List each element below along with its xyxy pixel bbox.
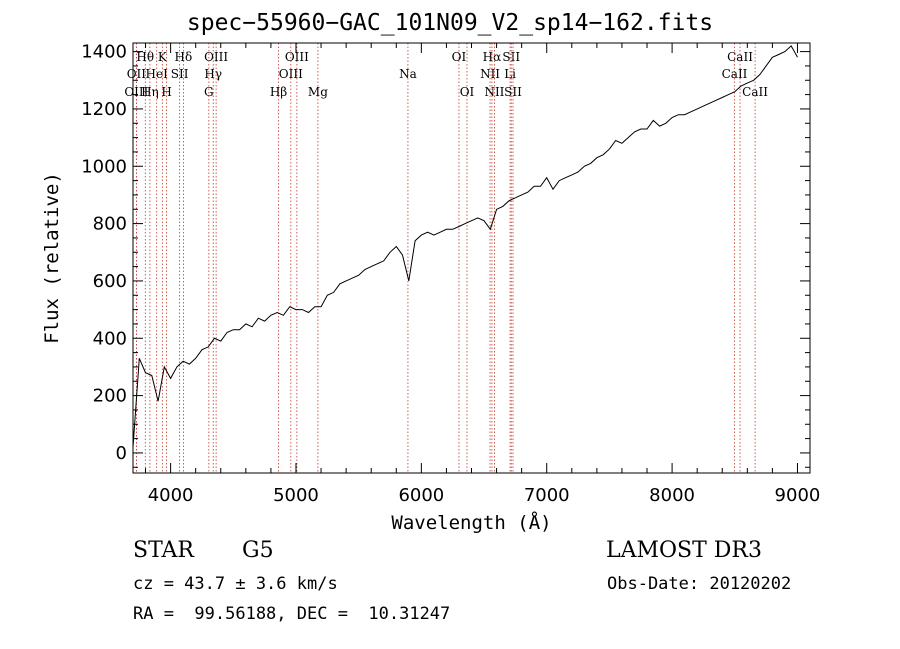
line-marker-label: OIII [285, 50, 309, 64]
x-axis-label: Wavelength (Å) [391, 511, 551, 534]
survey-name: LAMOST DR3 [606, 538, 762, 563]
y-tick-label: 200 [93, 386, 127, 407]
line-marker-label: Mg [308, 85, 328, 99]
x-tick-label: 6000 [398, 485, 444, 506]
line-marker-label: OI [452, 50, 467, 64]
object-class: STAR [133, 538, 194, 563]
line-marker-label: SII [502, 50, 520, 64]
line-marker-label: OIII [124, 85, 148, 99]
line-marker-label: Hβ [270, 85, 287, 99]
line-marker-label: CaII [742, 85, 768, 99]
line-marker-label: OIII [279, 67, 303, 81]
line-marker-label: SII [504, 85, 522, 99]
obs-date: Obs-Date: 20120202 [607, 574, 792, 594]
line-marker-label: Hγ [204, 67, 222, 81]
line-marker-label: Hδ [175, 50, 193, 64]
object-subclass: G5 [242, 538, 274, 563]
y-tick-label: 400 [93, 328, 127, 349]
y-tick-label: 600 [93, 271, 127, 292]
line-marker-label: G [204, 85, 214, 99]
redshift-value: cz = 43.7 ± 3.6 km/s [133, 574, 338, 594]
line-marker-label: OII [127, 67, 147, 81]
line-marker-label: K [158, 50, 168, 64]
x-tick-label: 7000 [524, 485, 570, 506]
line-marker-label: OIII [204, 50, 228, 64]
spectrum-line [132, 45, 798, 448]
y-axis-ticks: 0 200 400 600 800 1000 1200 1400 [81, 42, 810, 468]
x-tick-label: 4000 [148, 485, 194, 506]
x-tick-label: 8000 [649, 485, 695, 506]
line-marker-label: H [161, 85, 171, 99]
y-tick-label: 0 [116, 443, 127, 464]
line-marker-label: CaII [727, 50, 753, 64]
line-marker-label: Hη [141, 85, 159, 99]
line-marker-label: HeI [146, 67, 169, 81]
line-marker-label: SII [171, 67, 189, 81]
y-tick-label: 1200 [81, 99, 127, 120]
line-marker-label: CaII [722, 67, 748, 81]
line-marker-label: Na [399, 67, 417, 81]
y-axis-label: Flux (relative) [41, 172, 63, 344]
x-axis-ticks: 4000 5000 6000 7000 8000 9000 [145, 43, 821, 506]
line-marker-label: NII [484, 85, 504, 99]
x-tick-label: 5000 [273, 485, 319, 506]
x-tick-label: 9000 [775, 485, 821, 506]
line-marker-label: OI [460, 85, 475, 99]
y-tick-label: 1000 [81, 156, 127, 177]
plot-frame [132, 42, 811, 474]
coordinates: RA = 99.56188, DEC = 10.31247 [133, 604, 451, 624]
line-marker-label: Hα [483, 50, 502, 64]
line-marker-label: NII [480, 67, 500, 81]
chart-title: spec−55960−GAC_101N09_V2_sp14−162.fits [186, 10, 714, 36]
line-marker-label: Li [504, 67, 516, 81]
y-tick-label: 1400 [81, 42, 127, 63]
y-tick-label: 800 [93, 214, 127, 235]
